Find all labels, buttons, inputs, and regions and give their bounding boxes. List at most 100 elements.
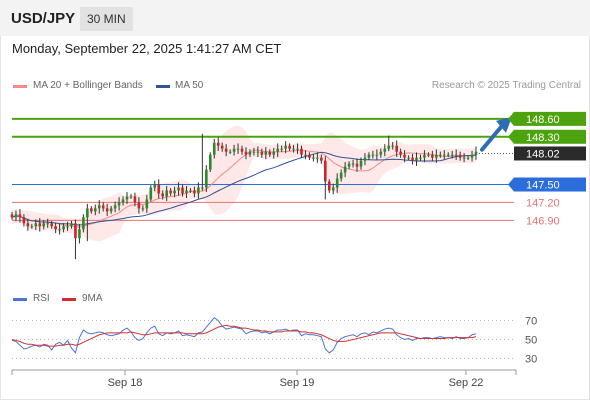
moving-averages	[11, 149, 477, 228]
candle-body	[343, 166, 347, 173]
resistance-tag	[514, 129, 586, 144]
candle-body	[169, 190, 172, 194]
candle-body	[30, 226, 34, 228]
candle-body	[260, 151, 264, 155]
candle-body	[399, 151, 402, 155]
candle-body	[470, 154, 474, 158]
candle-body	[14, 214, 18, 218]
symbol-title: USD/JPY	[11, 10, 76, 27]
candle-body	[466, 157, 470, 159]
candle-body	[10, 214, 14, 218]
candle-body	[165, 190, 168, 197]
candle-body	[419, 157, 422, 159]
candle-body	[54, 226, 57, 230]
candle-body	[379, 151, 383, 155]
candle-body	[50, 223, 53, 227]
candle-body	[141, 208, 145, 210]
candle-body	[427, 154, 430, 156]
rsi-line	[11, 316, 477, 354]
candle-body	[125, 196, 129, 200]
candle-body	[300, 148, 303, 155]
candle-body	[415, 157, 418, 161]
ma20-legend-swatch	[13, 85, 27, 88]
candle-body	[113, 205, 117, 209]
candle-body	[149, 187, 153, 200]
candle-body	[26, 223, 30, 227]
candle-body	[145, 199, 149, 209]
rsi-ma-line	[11, 324, 477, 347]
candle-body	[153, 184, 157, 188]
candle-body	[208, 154, 212, 170]
candle-body	[288, 145, 291, 149]
credit-text: Research © 2025 Trading Central	[431, 80, 581, 91]
candle-body	[97, 205, 101, 209]
candle-body	[256, 151, 260, 153]
candle-body	[331, 187, 335, 191]
candle-body	[280, 148, 283, 150]
rsi-panel: 70 50 30	[11, 316, 537, 366]
rsi-legend-label: RSI	[33, 293, 50, 304]
x-tick-label: Sep 22	[449, 377, 484, 389]
candle-body	[22, 217, 26, 224]
level-label: 148.30	[526, 132, 560, 144]
forecast-arrow-head	[496, 116, 512, 133]
level-label: 147.20	[526, 197, 560, 209]
candle-body	[137, 202, 141, 209]
level-label: 146.90	[526, 215, 560, 227]
header-bar: USD/JPY 30 MIN	[0, 0, 590, 36]
candle-body	[367, 154, 371, 158]
candle-body	[296, 148, 299, 150]
candle-body	[157, 184, 161, 194]
candle-body	[42, 223, 46, 227]
candle-body	[375, 154, 379, 156]
candle-body	[236, 148, 240, 150]
current-price-tag	[514, 146, 586, 161]
candle-body	[66, 226, 69, 228]
timeframe-badge[interactable]: 30 MIN	[80, 7, 133, 31]
candle-body	[177, 187, 180, 191]
candle-body	[359, 160, 363, 167]
candle-body	[173, 190, 176, 194]
candle-body	[387, 145, 391, 149]
candle-body	[316, 157, 319, 159]
candle-body	[431, 154, 434, 158]
candle-body	[335, 178, 339, 188]
ma50-line	[11, 151, 477, 226]
level-lines	[12, 117, 514, 221]
candle-body	[323, 160, 327, 182]
candle-body	[403, 154, 406, 158]
candle-body	[117, 202, 121, 206]
candle-body	[201, 187, 204, 189]
candle-body	[181, 187, 184, 194]
candle-body	[58, 229, 61, 231]
candle-body	[212, 142, 216, 155]
candles	[10, 133, 478, 260]
candle-body	[351, 163, 355, 165]
candle-body	[363, 157, 367, 161]
candle-body	[220, 145, 224, 149]
rsi-tick-label: 50	[525, 335, 537, 347]
candle-body	[423, 154, 426, 158]
candle-body	[101, 205, 105, 209]
candle-body	[18, 214, 22, 218]
ma20-legend-label: MA 20 + Bollinger Bands	[33, 80, 143, 91]
candle-body	[161, 193, 165, 197]
pivot-tag-pointer	[508, 177, 514, 192]
level-label: 147.50	[526, 180, 560, 192]
candle-body	[70, 223, 73, 227]
candle-body	[34, 223, 38, 227]
candle-body	[327, 181, 331, 191]
candle-body	[439, 154, 442, 156]
rsi-tick-label: 70	[525, 316, 537, 328]
pivot-tag	[514, 177, 586, 192]
candle-body	[462, 157, 466, 159]
candle-body	[304, 154, 307, 156]
ma50-legend-swatch	[156, 85, 170, 88]
candle-body	[312, 157, 315, 159]
rsi-tick-label: 30	[525, 354, 537, 366]
candle-body	[90, 208, 93, 212]
candle-body	[82, 217, 85, 230]
candle-body	[371, 154, 375, 156]
